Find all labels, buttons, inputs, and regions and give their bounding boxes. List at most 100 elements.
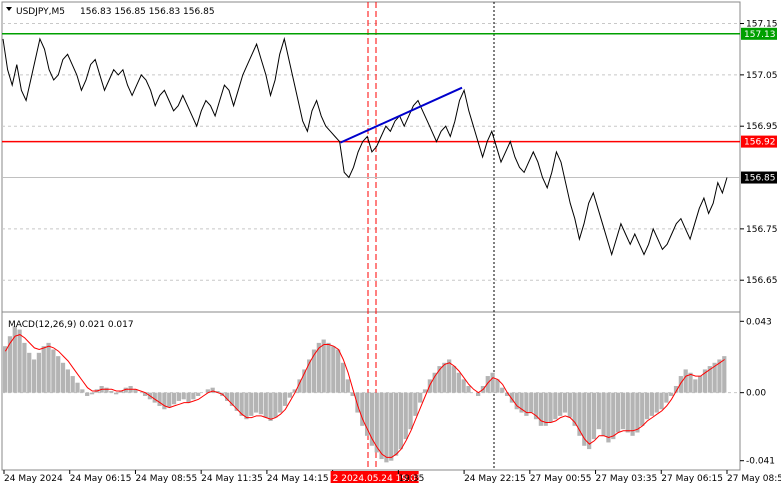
dropdown-triangle-icon[interactable]: [6, 7, 12, 11]
macd-bar: [205, 389, 210, 393]
macd-bar: [36, 352, 42, 393]
macd-bar: [191, 392, 196, 400]
macd-bar: [12, 326, 17, 393]
blue-trendline: [339, 86, 463, 144]
macd-bar: [176, 392, 181, 401]
macd-bar: [587, 392, 592, 450]
macd-bar: [331, 346, 336, 393]
macd-bar: [712, 362, 717, 393]
macd-bar: [104, 387, 109, 393]
macd-bar: [70, 376, 75, 393]
macd-bar: [422, 389, 428, 393]
time-tick-label: 24 May 08:55: [135, 474, 197, 484]
macd-bar: [533, 392, 539, 420]
macd-bar: [22, 342, 27, 393]
macd-bar: [321, 339, 326, 393]
time-tick-label: 24 May 11:35: [201, 474, 263, 484]
chart-frame: [1, 1, 741, 471]
price-series: [2, 36, 728, 257]
macd-bar: [326, 342, 331, 393]
macd-bar: [41, 346, 46, 393]
macd-bar: [215, 391, 220, 393]
macd-label: MACD(12,26,9) 0.021 0.017: [8, 320, 134, 330]
macd-bar: [65, 369, 70, 393]
macd-bar: [196, 392, 201, 396]
time-tick-label: 24 May 14:15: [267, 474, 329, 484]
macd-bar: [509, 392, 515, 403]
trendline[interactable]: [339, 86, 463, 144]
macd-bar: [263, 392, 268, 418]
macd-tick-label: 0.043: [746, 317, 772, 327]
level-tag-label: 156.85: [744, 174, 776, 184]
macd-bar: [654, 392, 659, 413]
price-tick-label: 156.75: [746, 225, 778, 235]
price-grid: [2, 23, 740, 281]
macd-bar: [553, 392, 558, 420]
macd-bar: [316, 342, 321, 393]
macd-bar: [307, 359, 312, 393]
macd-bar: [683, 369, 688, 393]
macd-bar: [7, 336, 13, 393]
level-tag-label: 157.13: [744, 30, 776, 40]
macd-bar: [702, 369, 708, 393]
macd-bar: [85, 392, 90, 396]
macd-bar: [562, 392, 568, 413]
macd-bar: [60, 362, 66, 393]
macd-bar: [27, 352, 32, 393]
macd-bar: [722, 356, 727, 393]
symbol-label: USDJPY,M5: [16, 7, 65, 17]
ohlc-values: 156.83 156.85 156.83 156.85: [80, 7, 215, 17]
macd-bar: [268, 392, 273, 421]
macd-bar: [596, 392, 601, 430]
macd-bar: [133, 389, 138, 393]
time-tick-label: 24 May 22:15: [464, 474, 526, 484]
price-tick-label: 156.65: [746, 276, 778, 286]
macd-bar: [31, 359, 37, 393]
macd-bar: [393, 392, 399, 456]
macd-bar: [447, 359, 452, 393]
macd-bar: [89, 392, 95, 395]
macd-bar: [167, 392, 172, 408]
macd-bar: [548, 392, 553, 423]
macd-bar: [504, 392, 510, 396]
macd-bar: [287, 392, 292, 398]
macd-bar: [51, 349, 56, 393]
macd-bar: [649, 392, 654, 416]
macd-signal-path: [4, 334, 725, 458]
macd-bar: [664, 392, 669, 403]
level-tag-support: [741, 135, 777, 148]
macd-bar: [302, 369, 307, 393]
price-line: [2, 36, 728, 257]
macd-tick-label: 0.00: [746, 389, 766, 399]
macd-bar: [340, 362, 346, 393]
macd-bar: [162, 392, 167, 410]
macd-bar: [461, 379, 466, 393]
chart-header: USDJPY,M5 156.83 156.85 156.83 156.85: [6, 7, 215, 17]
macd-bar: [707, 366, 712, 393]
macd-bar: [543, 392, 548, 426]
macd-bar: [432, 372, 437, 393]
macd-bar: [249, 392, 254, 416]
macd-bar: [630, 392, 635, 436]
time-axis: 24 May 2024 24 May 06:15 24 May 08:55 24 Ma…: [3, 470, 781, 484]
macd-bar: [109, 391, 114, 393]
macd-bar: [3, 346, 8, 393]
macd-bar: [620, 392, 626, 430]
macd-bar: [644, 392, 650, 420]
macd-bar: [717, 359, 722, 393]
macd-bar: [234, 392, 239, 411]
horizontal-levels[interactable]: [2, 33, 740, 179]
macd-bar: [398, 392, 404, 450]
macd-bar: [572, 392, 577, 426]
crosshair-time-tag: [330, 471, 419, 483]
time-tick-label: 27 May 08:55: [727, 474, 781, 484]
macd-bar: [171, 392, 177, 405]
macd-bar: [519, 392, 524, 413]
macd-bar: [514, 392, 519, 410]
macd-bar: [360, 392, 365, 426]
macd-bar: [582, 392, 587, 446]
macd-bar: [56, 356, 61, 393]
macd-bar: [611, 392, 616, 440]
macd-bar: [688, 372, 693, 393]
